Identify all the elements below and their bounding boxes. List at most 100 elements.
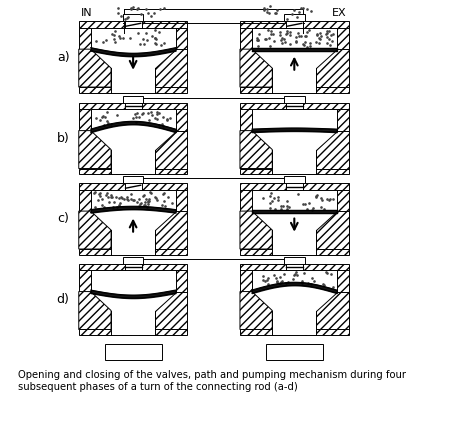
Bar	[111, 311, 155, 329]
Bar	[240, 87, 349, 93]
Text: d): d)	[57, 293, 70, 306]
Bar	[175, 109, 187, 133]
Bar	[79, 329, 187, 335]
Bar	[240, 190, 252, 214]
Bar	[337, 270, 349, 294]
Bar	[111, 150, 155, 169]
Bar	[79, 264, 187, 270]
Bar	[286, 103, 303, 109]
Bar	[79, 190, 91, 214]
Bar	[272, 249, 316, 255]
Bar	[125, 264, 142, 270]
Text: a): a)	[57, 51, 70, 63]
Polygon shape	[155, 49, 187, 87]
Bar	[240, 329, 349, 335]
Bar	[111, 249, 155, 255]
Text: subsequent phases of a turn of the connecting rod (a-d): subsequent phases of a turn of the conne…	[18, 382, 298, 392]
Bar	[79, 21, 187, 28]
Bar	[252, 28, 337, 49]
Text: b): b)	[57, 132, 70, 145]
Bar	[175, 28, 187, 52]
Bar	[284, 257, 305, 264]
Polygon shape	[155, 211, 187, 249]
Polygon shape	[155, 291, 187, 329]
Bar	[337, 109, 349, 133]
Text: Opening and closing of the valves, path and pumping mechanism during four: Opening and closing of the valves, path …	[18, 370, 406, 380]
Bar	[272, 311, 316, 329]
Bar	[79, 87, 187, 93]
Polygon shape	[240, 49, 272, 87]
Bar	[79, 109, 91, 133]
Text: 2nd stage: 2nd stage	[266, 347, 322, 357]
Polygon shape	[155, 131, 187, 169]
Bar	[272, 329, 316, 335]
Bar	[79, 183, 187, 190]
Polygon shape	[240, 211, 272, 249]
Bar	[91, 28, 175, 49]
Bar	[123, 257, 144, 264]
Bar	[79, 103, 187, 109]
Polygon shape	[316, 49, 349, 87]
Polygon shape	[240, 131, 272, 169]
Bar	[105, 344, 162, 360]
Polygon shape	[316, 291, 349, 329]
Bar	[272, 169, 316, 174]
Bar	[111, 68, 155, 87]
Polygon shape	[316, 131, 349, 169]
Bar	[79, 270, 91, 294]
Bar	[111, 329, 155, 335]
Bar	[284, 96, 305, 103]
Bar	[111, 230, 155, 249]
Bar	[240, 103, 349, 109]
Text: c): c)	[58, 213, 70, 225]
Bar	[240, 169, 349, 174]
Bar	[111, 169, 155, 174]
Polygon shape	[79, 211, 111, 249]
Bar	[286, 21, 303, 28]
Bar	[79, 249, 187, 255]
Bar	[284, 176, 305, 183]
Bar	[272, 87, 316, 93]
Bar	[337, 28, 349, 52]
Bar	[123, 96, 144, 103]
Polygon shape	[240, 291, 272, 329]
Bar	[240, 183, 349, 190]
Bar	[125, 103, 142, 109]
Bar	[123, 14, 144, 21]
Bar	[125, 183, 142, 190]
Bar	[337, 190, 349, 214]
Bar	[175, 190, 187, 214]
Bar	[240, 109, 252, 133]
Bar	[123, 176, 144, 183]
Polygon shape	[79, 291, 111, 329]
Bar	[125, 21, 142, 28]
Bar	[91, 190, 175, 211]
Bar	[266, 344, 323, 360]
Bar	[240, 249, 349, 255]
Bar	[91, 109, 175, 131]
Polygon shape	[79, 131, 111, 169]
Bar	[240, 28, 252, 52]
Bar	[240, 21, 349, 28]
Bar	[286, 264, 303, 270]
Text: 1st stage: 1st stage	[107, 347, 159, 357]
Text: EX: EX	[332, 9, 347, 18]
Bar	[272, 68, 316, 87]
Bar	[284, 14, 305, 21]
Bar	[240, 270, 252, 294]
Bar	[111, 87, 155, 93]
Bar	[91, 270, 175, 291]
Text: IN: IN	[81, 9, 92, 18]
Bar	[175, 270, 187, 294]
Bar	[272, 150, 316, 169]
Bar	[79, 169, 187, 174]
Bar	[240, 264, 349, 270]
Bar	[252, 270, 337, 291]
Polygon shape	[316, 211, 349, 249]
Bar	[272, 230, 316, 249]
Bar	[286, 183, 303, 190]
Bar	[252, 109, 337, 131]
Bar	[79, 28, 91, 52]
Polygon shape	[79, 49, 111, 87]
Bar	[252, 190, 337, 211]
